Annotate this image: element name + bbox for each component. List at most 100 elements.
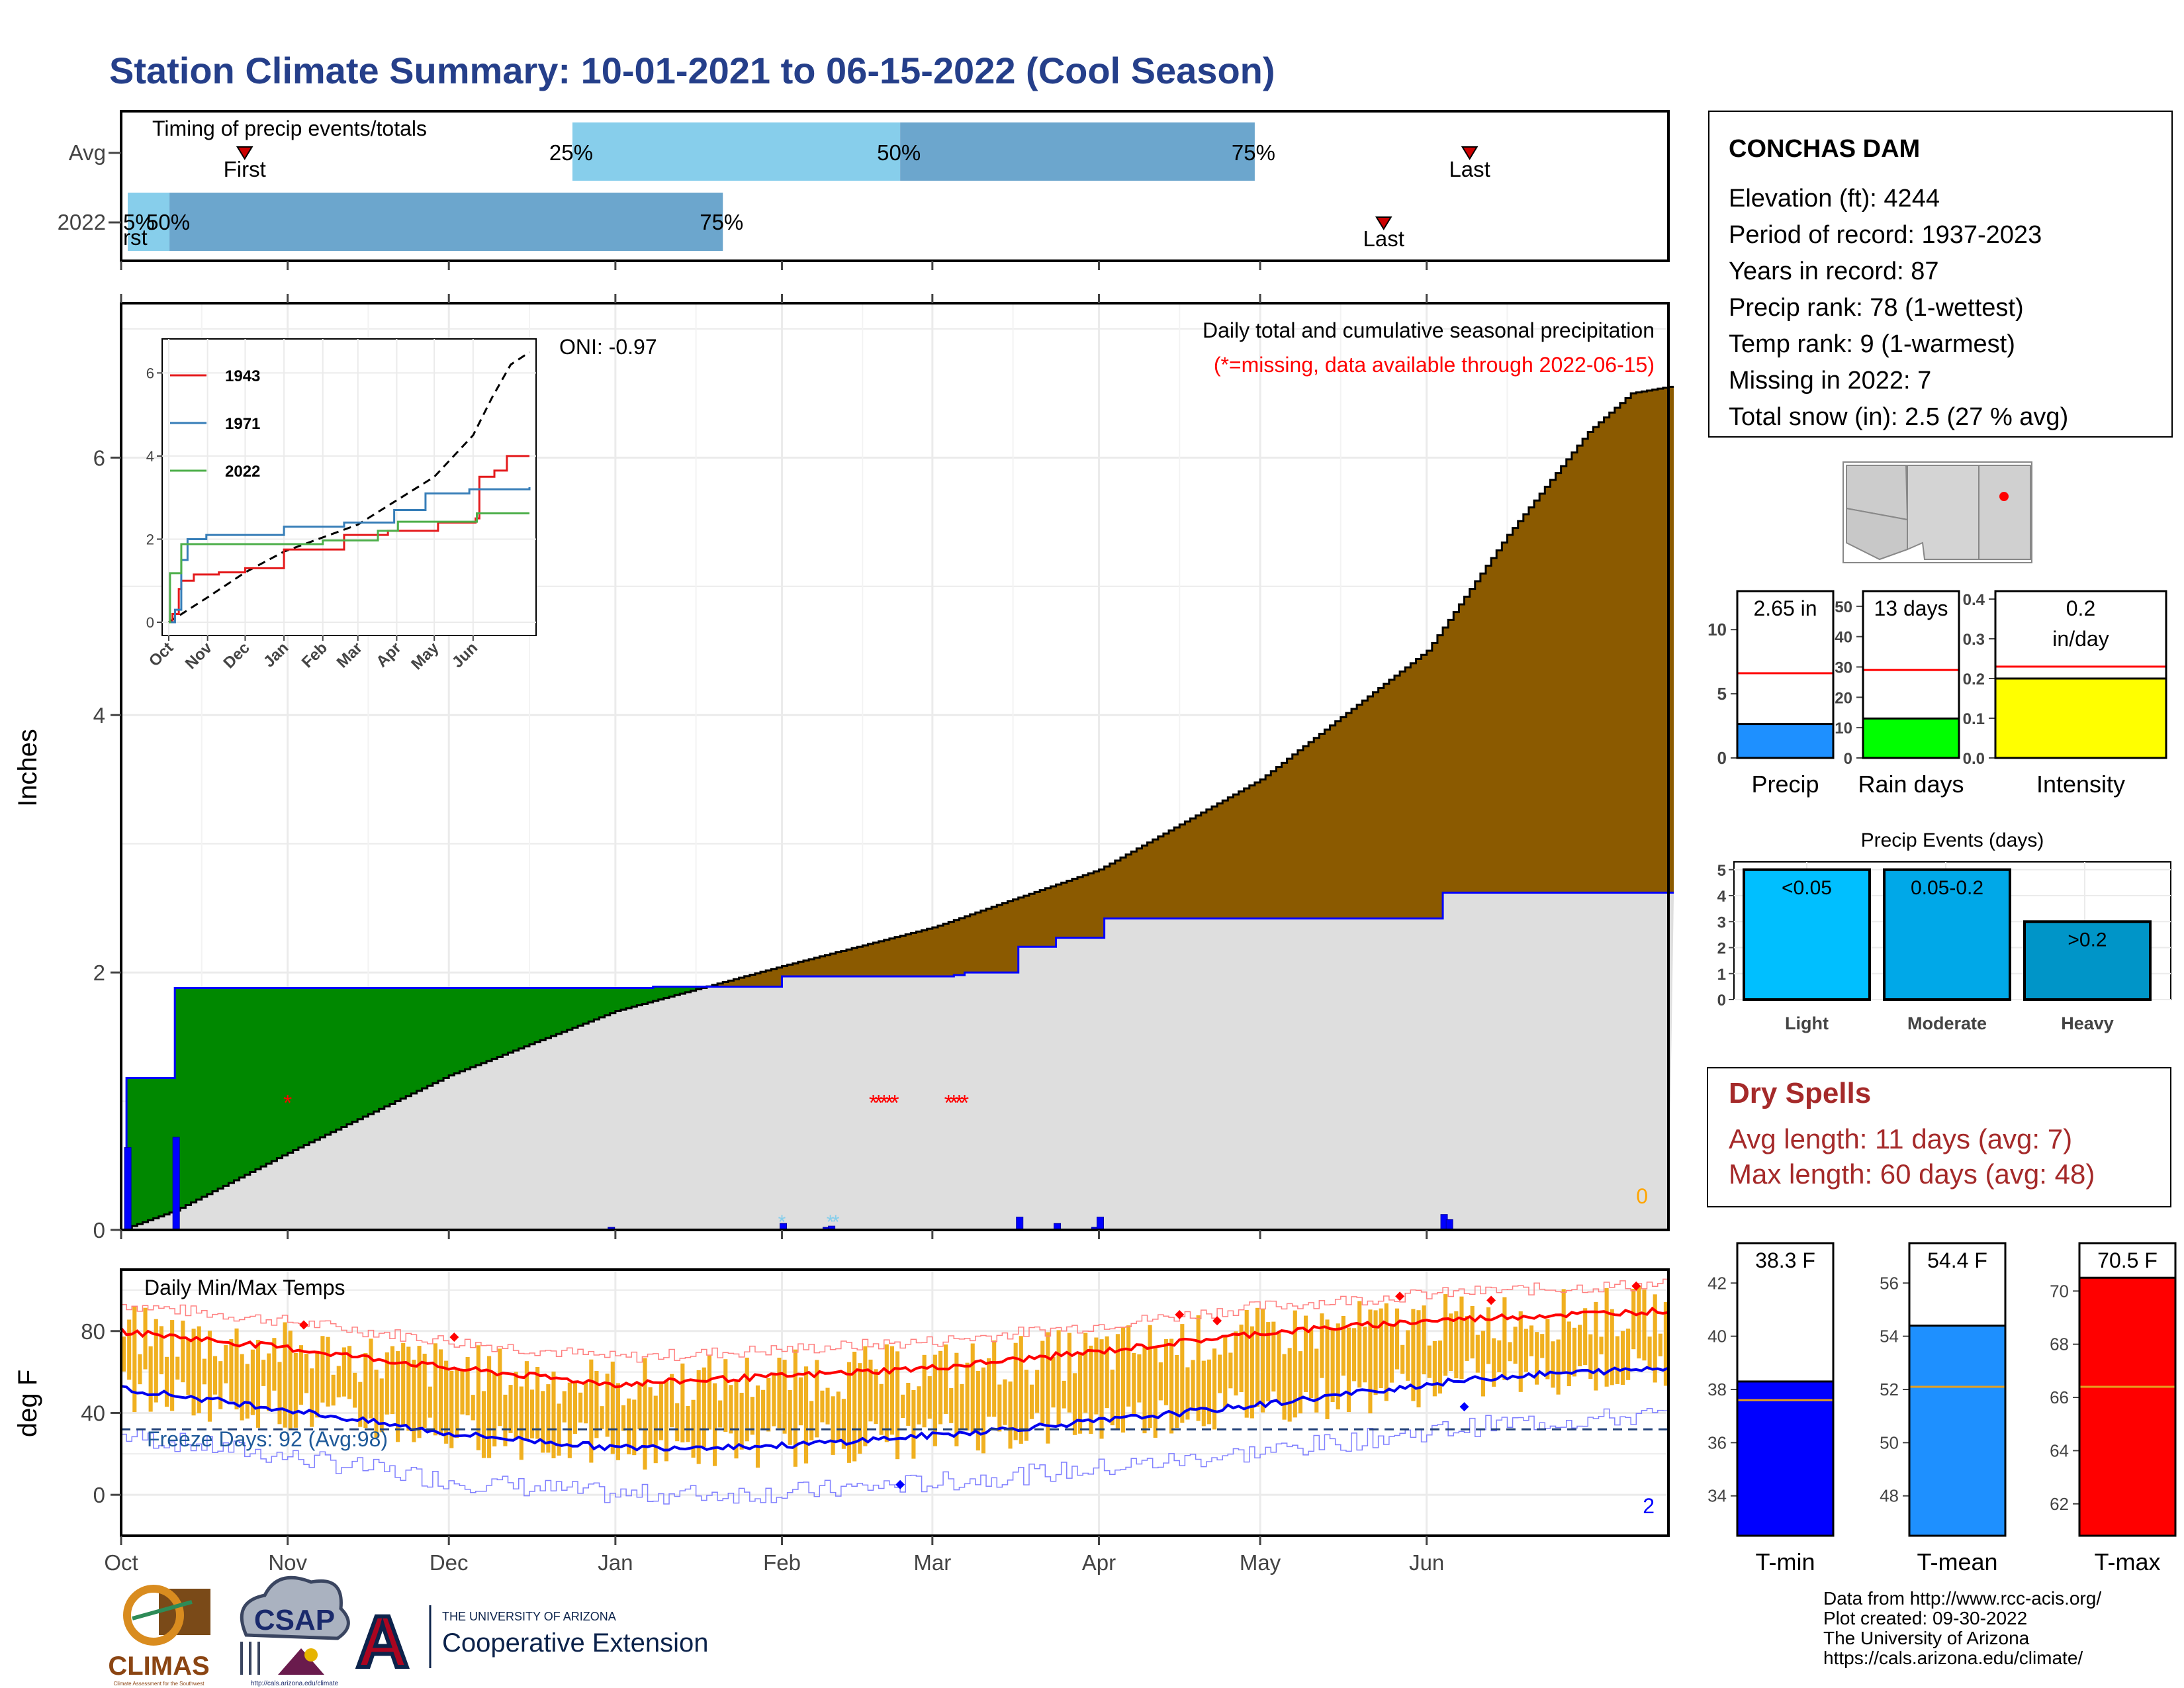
temp-daily-bar bbox=[1062, 1380, 1066, 1409]
temp-daily-bar bbox=[1406, 1330, 1410, 1381]
timing-2022-q1-bar bbox=[128, 193, 170, 251]
temp-xtick-label: Jun bbox=[1409, 1550, 1444, 1575]
gauge-tmin-category-label: T-min bbox=[1756, 1548, 1815, 1575]
temp-daily-bar bbox=[1008, 1381, 1013, 1449]
temp-daily-bar bbox=[1379, 1308, 1383, 1389]
temp-daily-bar bbox=[562, 1391, 567, 1423]
timing-avg-p50-label: 50% bbox=[877, 140, 921, 165]
precip-snow-mark: * bbox=[778, 1211, 786, 1233]
gauge-tmean-ytick-label: 50 bbox=[1880, 1432, 1899, 1452]
precip-daily-bar bbox=[124, 1147, 132, 1231]
temp-daily-bar bbox=[1577, 1325, 1582, 1367]
precip-daily-bar bbox=[1016, 1217, 1024, 1231]
temp-daily-bar bbox=[1341, 1315, 1345, 1376]
dry-title: Dry Spells bbox=[1729, 1077, 1871, 1109]
gauge-tmax-outline bbox=[2078, 1242, 2177, 1537]
temp-daily-bar bbox=[858, 1363, 862, 1454]
gauge-tmean-category-label: T-mean bbox=[1917, 1548, 1997, 1575]
temp-daily-bar bbox=[572, 1381, 578, 1434]
climas-logo-leaf bbox=[132, 1600, 193, 1620]
temp-daily-bar bbox=[240, 1354, 244, 1421]
temp-daily-bar bbox=[181, 1321, 185, 1383]
temp-daily-bar bbox=[1572, 1327, 1576, 1377]
dry-max-length: Max length: 60 days (avg: 48) bbox=[1729, 1158, 2095, 1190]
temp-daily-bar bbox=[1142, 1346, 1147, 1434]
temp-daily-bar bbox=[272, 1338, 277, 1391]
gauge-precip-category-label: Precip bbox=[1751, 771, 1819, 798]
temp-daily-bar bbox=[255, 1340, 261, 1428]
timing-row-avg-label: Avg bbox=[69, 140, 106, 165]
timing-2022-p50-label: 50% bbox=[146, 210, 190, 234]
temp-daily-bar bbox=[643, 1358, 647, 1470]
temp-daily-bar bbox=[455, 1369, 459, 1438]
precip-ylabel: Inches bbox=[13, 729, 42, 807]
temp-daily-bar bbox=[917, 1386, 921, 1425]
temp-daily-bar bbox=[1072, 1373, 1077, 1435]
gauge-tmin-ytick-label: 42 bbox=[1707, 1273, 1727, 1293]
temp-daily-bar bbox=[1105, 1336, 1109, 1409]
temp-daily-bar bbox=[1508, 1342, 1512, 1362]
ua-logo-letter: A bbox=[356, 1601, 408, 1683]
precip-daily-bar bbox=[172, 1137, 180, 1231]
temp-daily-bar bbox=[707, 1355, 711, 1430]
gauge-rain-days-ytick-label: 10 bbox=[1835, 720, 1852, 737]
temp-daily-bar bbox=[1604, 1288, 1609, 1387]
station-line-precip-rank: Precip rank: 78 (1-wettest) bbox=[1729, 294, 2024, 322]
footer-line-data: Data from http://www.rcc-acis.org/ bbox=[1823, 1588, 2101, 1609]
temp-daily-bar bbox=[696, 1370, 701, 1464]
temp-daily-bar bbox=[1003, 1379, 1007, 1425]
temp-daily-bar bbox=[396, 1351, 400, 1442]
gauge-rain-days-category-label: Rain days bbox=[1858, 771, 1964, 798]
precip-missing-mark: * bbox=[885, 1091, 893, 1116]
precip-ytick-label: 2 bbox=[93, 961, 105, 985]
temp-avg-max-line bbox=[120, 1306, 1669, 1389]
footer-line-univ: The University of Arizona bbox=[1823, 1628, 2030, 1648]
temp-daily-bar bbox=[1158, 1362, 1163, 1401]
gauge-rain-days-outline bbox=[1862, 590, 1960, 759]
temp-daily-bar bbox=[438, 1349, 443, 1436]
temp-daily-bar bbox=[557, 1403, 561, 1456]
temp-daily-bar bbox=[1035, 1370, 1040, 1413]
temp-xtick-label: Apr bbox=[1082, 1550, 1116, 1575]
temp-daily-bar bbox=[417, 1346, 422, 1438]
temp-daily-bar bbox=[809, 1401, 814, 1440]
temp-daily-bar bbox=[1427, 1345, 1432, 1378]
temp-daily-bar bbox=[1185, 1367, 1190, 1420]
temp-daily-bar bbox=[1336, 1323, 1340, 1410]
timing-avg-last-marker bbox=[1461, 146, 1479, 160]
temp-daily-bar bbox=[954, 1352, 959, 1446]
gauge-precip-value-label: 2.65 in bbox=[1753, 596, 1817, 620]
temp-avg-min-line bbox=[120, 1366, 1669, 1452]
temp-daily-bar bbox=[659, 1383, 663, 1440]
temp-daily-bar bbox=[1642, 1289, 1647, 1361]
temp-daily-bar bbox=[605, 1374, 610, 1437]
precip-missing-mark: * bbox=[944, 1091, 953, 1116]
inset-ytick-label: 6 bbox=[146, 365, 154, 381]
temp-daily-bar bbox=[992, 1340, 997, 1417]
temp-record-low-line bbox=[121, 1407, 1668, 1505]
temp-daily-bar bbox=[1126, 1325, 1131, 1407]
gauge-tmean-value-label: 54.4 F bbox=[1927, 1248, 1987, 1272]
temp-record-high-marker bbox=[1395, 1291, 1405, 1301]
temp-daily-bar bbox=[782, 1360, 787, 1434]
gauge-rain-days: 0 10 20 30 40 50 13 days Rain days bbox=[1835, 590, 1964, 798]
gauge-tmean-ytick-label: 52 bbox=[1880, 1380, 1899, 1399]
temp-daily-bar bbox=[175, 1356, 180, 1380]
temp-ytick-label: 80 bbox=[81, 1319, 105, 1344]
temp-daily-bar bbox=[154, 1319, 158, 1403]
temp-daily-bar bbox=[777, 1358, 782, 1429]
inset-legend-label-1943: 1943 bbox=[225, 367, 260, 385]
gauge-intensity-value-unit: in/day bbox=[2052, 627, 2109, 651]
csap-logo-rain bbox=[240, 1642, 260, 1675]
precip-axes: 0 2 4 6 bbox=[93, 294, 1428, 1243]
temp-daily-bar bbox=[615, 1383, 620, 1460]
temp-daily-bar bbox=[250, 1349, 255, 1415]
gauge-tmax-ytick-label: 62 bbox=[2050, 1494, 2069, 1514]
ua-logo-big: Cooperative Extension bbox=[442, 1628, 708, 1658]
climas-logo-tagline: Climate Assessment for the Southwest bbox=[114, 1681, 205, 1687]
gauge-tmin-ytick-label: 40 bbox=[1707, 1327, 1727, 1346]
inset-ytick-label: 2 bbox=[146, 531, 154, 547]
gauge-rain-days-ytick-label: 0 bbox=[1844, 750, 1852, 768]
temp-daily-bar bbox=[1663, 1301, 1668, 1386]
temp-daily-bar bbox=[191, 1329, 196, 1416]
